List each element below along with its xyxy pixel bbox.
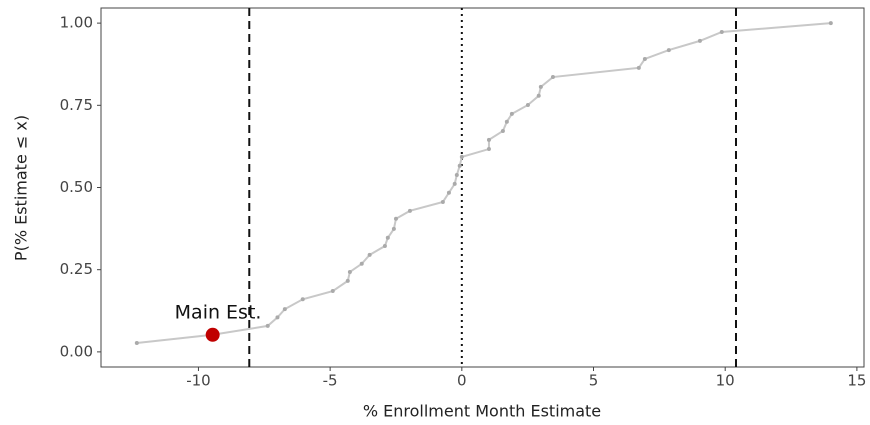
ecdf-point	[347, 269, 352, 274]
ecdf-point	[265, 323, 270, 328]
x-tick-label: 0	[457, 372, 467, 390]
y-tick-label: 0.50	[60, 178, 93, 196]
x-tick-label: -10	[186, 372, 211, 390]
ecdf-point	[454, 173, 459, 178]
ecdf-point	[452, 181, 457, 186]
main-estimate-label: Main Est.	[175, 301, 262, 323]
ecdf-point	[134, 341, 139, 346]
ecdf-point	[536, 93, 541, 98]
ecdf-point	[666, 48, 671, 53]
ecdf-point	[407, 208, 412, 213]
ecdf-point	[457, 163, 462, 168]
ecdf-point	[367, 252, 372, 257]
ecdf-point	[391, 226, 396, 231]
x-tick-label: 5	[589, 372, 599, 390]
ecdf-point	[550, 75, 555, 80]
y-tick-label: 1.00	[60, 14, 93, 32]
ecdf-point	[697, 38, 702, 43]
ecdf-point	[382, 244, 387, 249]
x-tick-label: -5	[323, 372, 338, 390]
x-tick-label: 15	[847, 372, 866, 390]
ecdf-point	[393, 216, 398, 221]
ecdf-point	[509, 111, 514, 116]
ecdf-point	[486, 147, 491, 152]
ecdf-point	[719, 29, 724, 34]
ecdf-point	[385, 235, 390, 240]
x-tick-label: 10	[716, 372, 735, 390]
y-tick-label: 0.75	[60, 96, 93, 114]
ecdf-point	[359, 261, 364, 266]
ecdf-point	[446, 190, 451, 195]
ecdf-point	[500, 128, 505, 133]
ecdf-point	[538, 84, 543, 89]
ecdf-point	[345, 278, 350, 283]
ecdf-point	[330, 289, 335, 294]
ecdf-point	[486, 137, 491, 142]
ecdf-point	[275, 315, 280, 320]
ecdf-point	[636, 65, 641, 70]
y-axis-title: P(% Estimate ≤ x)	[12, 115, 31, 261]
main-estimate-point	[205, 327, 220, 342]
ecdf-point	[525, 102, 530, 107]
ecdf-line	[136, 22, 831, 344]
ecdf-point	[459, 154, 464, 159]
ecdf-point	[828, 21, 833, 26]
ecdf-point	[282, 307, 287, 312]
ecdf-point	[642, 56, 647, 61]
ecdf-point	[300, 297, 305, 302]
y-tick-label: 0.25	[60, 260, 93, 278]
y-tick-label: 0.00	[60, 342, 93, 360]
ecdf-point	[440, 199, 445, 204]
ecdf-point	[504, 119, 509, 124]
x-axis-title: % Enrollment Month Estimate	[363, 402, 601, 421]
